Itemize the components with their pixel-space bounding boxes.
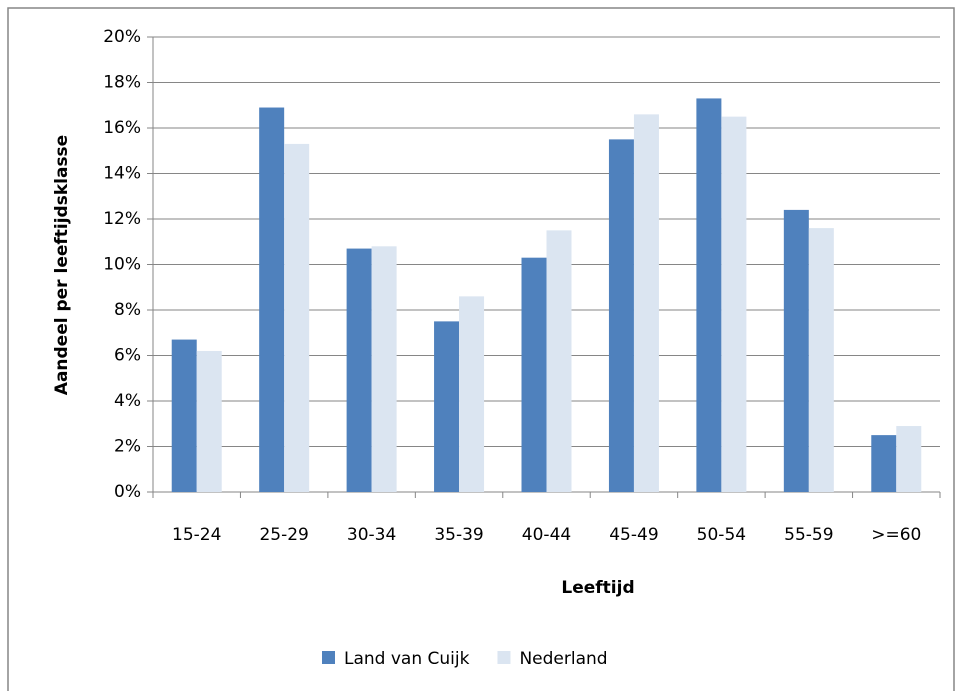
bar <box>608 139 634 492</box>
y-tick-label: 0% <box>114 482 141 502</box>
y-axis-label: Aandeel per leeftijdsklasse <box>52 135 72 395</box>
x-tick-label: 55-59 <box>784 525 833 545</box>
y-tick-label: 12% <box>103 209 141 229</box>
legend-swatch <box>322 651 335 664</box>
y-tick-label: 14% <box>103 164 141 184</box>
bar <box>633 114 659 492</box>
bar <box>783 209 809 492</box>
x-tick-label: 50-54 <box>697 525 746 545</box>
x-tick-label: >=60 <box>871 525 921 545</box>
bar <box>459 296 485 492</box>
legend-label: Nederland <box>519 649 607 669</box>
y-tick-label: 6% <box>114 346 141 366</box>
bar <box>808 228 834 492</box>
x-tick-label: 15-24 <box>172 525 221 545</box>
legend-label: Land van Cuijk <box>344 649 470 669</box>
y-tick-label: 2% <box>114 437 141 457</box>
bar <box>259 107 285 493</box>
x-tick-label: 40-44 <box>522 525 571 545</box>
y-tick-label: 10% <box>103 255 141 275</box>
bar <box>371 246 397 492</box>
legend-swatch <box>497 651 511 664</box>
bar <box>346 248 372 492</box>
bar <box>696 98 722 493</box>
y-tick-label: 8% <box>114 300 141 320</box>
x-axis-label: Leeftijd <box>561 578 634 598</box>
y-tick-label: 18% <box>103 73 141 93</box>
bar <box>171 339 197 492</box>
bar <box>896 426 922 492</box>
bar <box>721 116 747 492</box>
x-tick-label: 35-39 <box>434 525 483 545</box>
bar <box>434 321 460 492</box>
bar <box>196 350 222 492</box>
bar <box>521 257 547 492</box>
x-tick-label: 30-34 <box>347 525 396 545</box>
bar <box>546 230 572 492</box>
x-tick-label: 45-49 <box>609 525 658 545</box>
y-tick-label: 16% <box>103 118 141 138</box>
y-tick-label: 20% <box>103 27 141 47</box>
x-tick-label: 25-29 <box>259 525 308 545</box>
bar <box>284 143 310 493</box>
y-tick-label: 4% <box>114 391 141 411</box>
bar <box>871 435 897 492</box>
